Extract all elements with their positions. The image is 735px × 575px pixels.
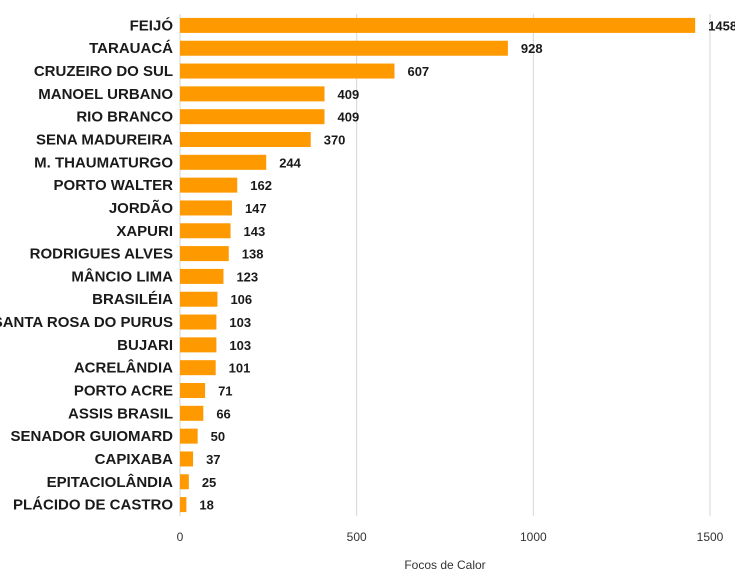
- bar: [180, 474, 189, 490]
- value-label: 71: [218, 384, 232, 399]
- bar: [180, 497, 187, 513]
- bar: [180, 40, 508, 56]
- x-axis-title: Focos de Calor: [404, 558, 485, 572]
- value-label: 25: [202, 475, 216, 490]
- value-label: 244: [279, 155, 301, 170]
- x-tick-label: 1500: [697, 530, 724, 544]
- category-label: MANOEL URBANO: [38, 86, 173, 103]
- category-label: BRASILÉIA: [92, 291, 173, 308]
- bar: [180, 360, 216, 376]
- value-labels: 1458 928 607 409 409 370 244 162 147 143 138 123 106…: [199, 18, 735, 512]
- x-axis-ticks: 0 500 1000 1500: [177, 530, 724, 544]
- category-label: XAPURI: [116, 223, 173, 240]
- bar: [180, 291, 218, 307]
- category-label: SANTA ROSA DO PURUS: [0, 314, 173, 331]
- bar: [180, 337, 217, 353]
- bar: [180, 314, 217, 330]
- category-label: RIO BRANCO: [76, 109, 173, 126]
- value-label: 143: [244, 224, 266, 239]
- category-label: MÂNCIO LIMA: [71, 267, 173, 285]
- category-label: TARAUACÁ: [89, 40, 173, 57]
- category-label: CAPIXABA: [95, 451, 174, 468]
- bar: [180, 268, 224, 284]
- bar: [180, 428, 198, 444]
- bar: [180, 200, 232, 216]
- bar: [180, 383, 206, 398]
- bar: [180, 63, 395, 79]
- value-label: 147: [245, 201, 267, 216]
- value-label: 103: [229, 338, 251, 353]
- bar: [180, 132, 311, 147]
- bar: [180, 154, 267, 170]
- value-label: 370: [324, 133, 346, 148]
- category-label: FEIJÓ: [130, 16, 174, 34]
- value-label: 928: [521, 41, 543, 56]
- bars: [180, 17, 696, 513]
- bar: [180, 405, 204, 421]
- value-label: 37: [206, 452, 220, 467]
- value-label: 409: [338, 87, 360, 102]
- category-label: ACRELÂNDIA: [74, 359, 173, 377]
- bar: [180, 223, 231, 239]
- category-label: BUJARI: [117, 337, 173, 354]
- category-label: M. THAUMATURGO: [34, 154, 173, 171]
- category-label: PLÁCIDO DE CASTRO: [13, 497, 173, 514]
- category-label: EPITACIOLÂNDIA: [47, 473, 174, 491]
- value-label: 607: [407, 64, 429, 79]
- x-tick-label: 0: [177, 530, 184, 544]
- category-label: SENA MADUREIRA: [36, 132, 173, 149]
- value-label: 18: [199, 498, 213, 513]
- category-label: ASSIS BRASIL: [68, 405, 173, 422]
- bar: [180, 246, 229, 262]
- category-label: PORTO ACRE: [74, 383, 173, 400]
- category-label: SENADOR GUIOMARD: [10, 428, 173, 445]
- category-label: PORTO WALTER: [54, 177, 174, 194]
- category-label: CRUZEIRO DO SUL: [34, 63, 173, 80]
- bar: [180, 109, 325, 125]
- value-label: 123: [236, 269, 258, 284]
- bar: [180, 177, 238, 193]
- value-label: 162: [250, 178, 272, 193]
- x-tick-label: 1000: [520, 530, 547, 544]
- bar: [180, 17, 696, 33]
- category-label: JORDÃO: [109, 199, 174, 217]
- value-label: 409: [338, 110, 360, 125]
- category-label: RODRIGUES ALVES: [30, 246, 173, 263]
- value-label: 1458: [708, 18, 735, 33]
- x-tick-label: 500: [347, 530, 367, 544]
- value-label: 50: [211, 429, 225, 444]
- value-label: 106: [230, 292, 252, 307]
- bar: [180, 451, 194, 467]
- value-label: 103: [229, 315, 251, 330]
- value-label: 138: [242, 247, 264, 262]
- value-label: 66: [216, 406, 230, 421]
- value-label: 101: [229, 361, 251, 376]
- bar: [180, 86, 325, 102]
- category-labels: FEIJÓ TARAUACÁ CRUZEIRO DO SUL MANOEL URBAN…: [0, 16, 173, 513]
